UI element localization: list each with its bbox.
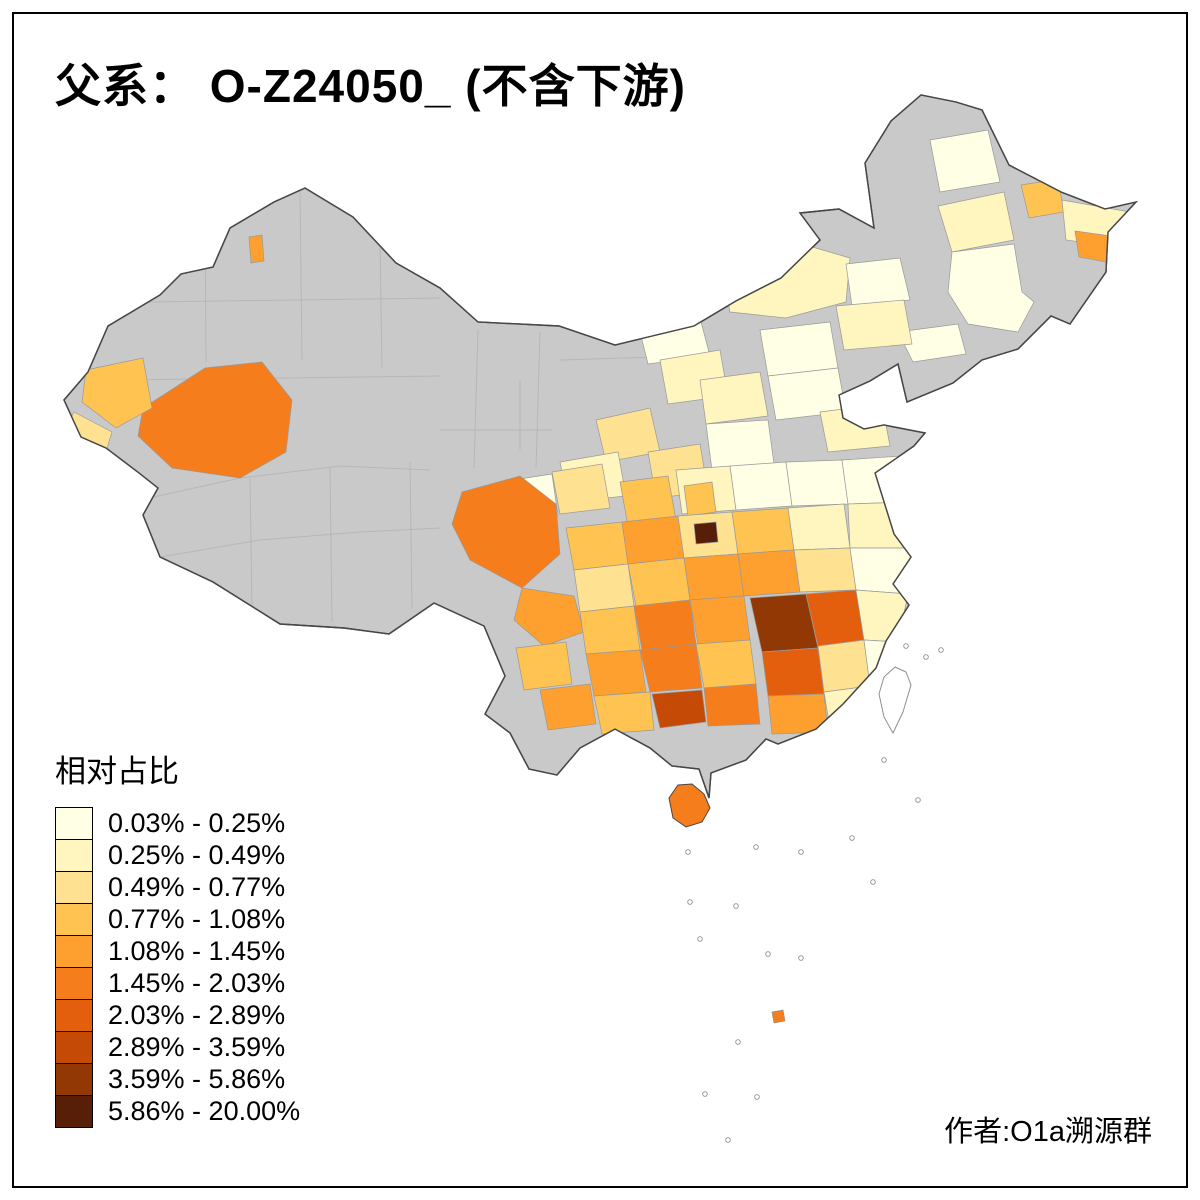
legend-label: 5.86% - 20.00% (108, 1096, 301, 1126)
legend-label: 2.89% - 3.59% (108, 1032, 286, 1062)
region-patch (551, 463, 611, 515)
sea-island-patch (771, 1009, 786, 1024)
small-islets (685, 643, 944, 1143)
region-patch (737, 549, 801, 597)
region-patch (451, 475, 561, 589)
legend-label: 3.59% - 5.86% (108, 1064, 286, 1094)
region-patch (81, 357, 153, 429)
legend-label: 0.03% - 0.25% (108, 808, 286, 838)
region-patch (633, 599, 697, 651)
province-boundaries (119, 189, 691, 623)
region-patch (539, 683, 597, 731)
region-patch (639, 643, 703, 693)
region-patch (693, 521, 719, 545)
region-patch (819, 403, 891, 453)
region-patch (1020, 178, 1065, 219)
region-patch (817, 639, 871, 693)
region-patch (683, 553, 745, 601)
region-patch (761, 647, 825, 697)
region-patch (695, 639, 757, 689)
region-patch (937, 191, 1015, 253)
region-patch (699, 371, 769, 425)
legend-swatch (55, 839, 93, 872)
region-patch (855, 589, 909, 643)
legend: 相对占比 0.03% - 0.25% 0.25% - 0.49% 0.49% - 0… (55, 746, 300, 1128)
map-patches (65, 129, 1131, 735)
hainan-island (668, 783, 711, 828)
region-patch (929, 129, 1001, 193)
legend-label: 0.25% - 0.49% (108, 840, 286, 870)
legend-item: 2.03% - 2.89% (55, 999, 300, 1032)
legend-swatch (55, 1031, 93, 1064)
legend-items: 0.03% - 0.25% 0.25% - 0.49% 0.49% - 0.77% 0… (55, 807, 300, 1128)
region-patch (787, 503, 851, 551)
legend-item: 0.49% - 0.77% (55, 871, 300, 904)
region-patch (683, 481, 717, 517)
region-patch (705, 419, 775, 471)
region-patch (513, 587, 585, 647)
legend-item: 0.25% - 0.49% (55, 839, 300, 872)
region-patch (849, 547, 913, 595)
legend-swatch (55, 1095, 93, 1128)
legend-label: 2.03% - 2.89% (108, 1000, 286, 1030)
legend-swatch (55, 967, 93, 1000)
region-patch (565, 521, 629, 571)
region-patch (585, 649, 647, 697)
region-patch (847, 501, 913, 549)
legend-item: 1.08% - 1.45% (55, 935, 300, 968)
author-credit: 作者:O1a溯源群 (944, 1116, 1152, 1148)
legend-swatch (55, 903, 93, 936)
region-patch (621, 515, 685, 565)
region-patch (627, 557, 691, 607)
legend-swatch (55, 807, 93, 840)
region-patch (731, 507, 795, 555)
legend-item: 2.89% - 3.59% (55, 1031, 300, 1064)
region-patch (835, 299, 913, 351)
region-patch (515, 641, 573, 691)
legend-label: 1.08% - 1.45% (108, 936, 286, 966)
legend-item: 3.59% - 5.86% (55, 1063, 300, 1096)
legend-item: 0.03% - 0.25% (55, 807, 300, 840)
legend-label: 1.45% - 2.03% (108, 968, 286, 998)
legend-title: 相对占比 (55, 754, 179, 789)
taiwan-island (878, 666, 912, 735)
legend-label: 0.77% - 1.08% (108, 904, 286, 934)
legend-item: 5.86% - 20.00% (55, 1095, 300, 1128)
region-patch (137, 361, 293, 479)
region-patch (793, 547, 857, 593)
region-patch (248, 234, 265, 264)
legend-item: 0.77% - 1.08% (55, 903, 300, 936)
legend-label: 0.49% - 0.77% (108, 872, 286, 902)
region-patch (785, 459, 849, 507)
region-patch (703, 683, 761, 727)
region-patch (823, 685, 875, 729)
region-patch (593, 691, 655, 735)
region-patch (573, 563, 635, 613)
region-patch (651, 689, 707, 729)
region-patch (767, 693, 829, 735)
region-patch (845, 257, 911, 307)
region-patch (689, 595, 751, 645)
legend-swatch (55, 999, 93, 1032)
page-title: 父系： O-Z24050_ (不含下游) (55, 60, 686, 112)
region-patch (897, 323, 967, 363)
national-border (63, 94, 1139, 799)
region-patch (947, 243, 1035, 333)
region-patch (729, 461, 793, 511)
legend-item: 1.45% - 2.03% (55, 967, 300, 1000)
legend-swatch (55, 871, 93, 904)
region-patch (841, 455, 909, 505)
legend-swatch (55, 935, 93, 968)
legend-swatch (55, 1063, 93, 1096)
region-patch (759, 321, 839, 377)
region-patch (579, 605, 641, 655)
